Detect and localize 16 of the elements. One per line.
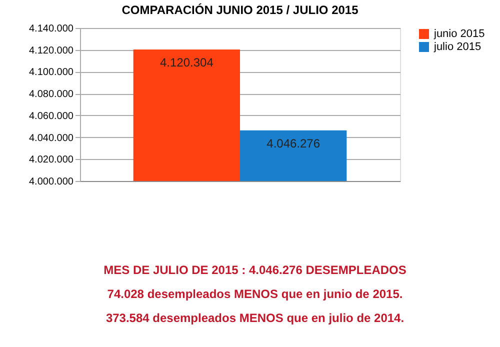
y-tick-label: 4.060.000 — [29, 110, 74, 122]
text: 74.028 desempleados MENOS que en junio de 2015. — [107, 287, 403, 301]
y-tick-label: 4.000.000 — [29, 176, 74, 188]
y-tick-label: 4.020.000 — [29, 154, 74, 166]
y-tick-label: 4.040.000 — [29, 132, 74, 144]
legend-label: julio 2015 — [433, 41, 482, 53]
text: 373.584 desempleados MENOS que en julio de 2014. — [106, 311, 404, 325]
y-tick-label: 4.120.000 — [29, 45, 74, 56]
y-tick-label: 4.100.000 — [29, 67, 74, 78]
text: 4.046.276 — [266, 136, 320, 150]
y-tick-label: 4.080.000 — [29, 89, 74, 100]
y-tick-label: 4.140.000 — [29, 24, 74, 34]
text: 4.120.304 — [160, 56, 214, 70]
text: MES DE JULIO DE 2015 : 4.046.276 DESEMPLEADOS — [104, 263, 406, 277]
chart-title: COMPARACIÓN JUNIO 2015 / JULIO 2015 — [122, 3, 359, 17]
legend-label: junio 2015 — [433, 28, 485, 40]
